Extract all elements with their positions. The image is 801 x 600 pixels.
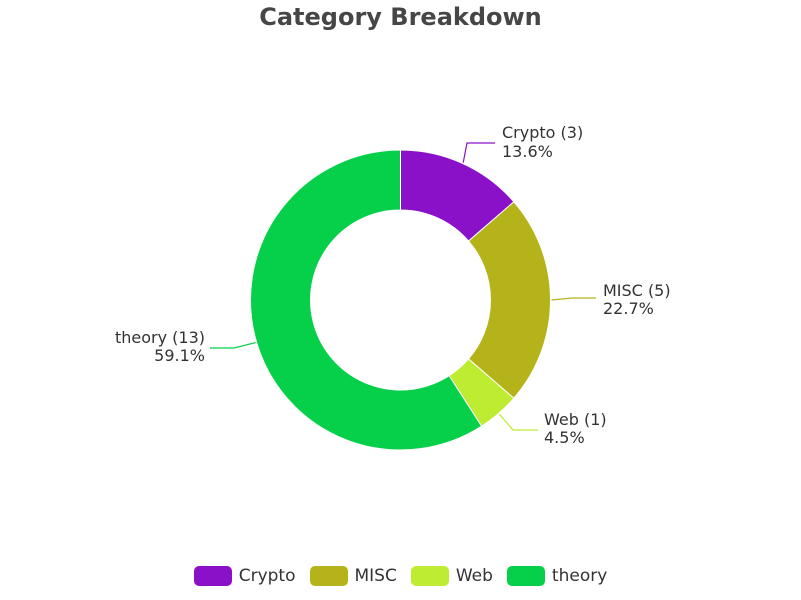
slice-misc[interactable] [467, 201, 551, 399]
leader-line-theory [210, 341, 256, 349]
legend-swatch [309, 566, 348, 586]
legend-label: Web [455, 566, 493, 586]
legend-label: Crypto [238, 566, 296, 586]
legend-item-web[interactable]: Web [410, 566, 493, 586]
slice-label-misc: MISC (5) [603, 281, 671, 300]
legend-swatch [410, 566, 449, 586]
slice-percent-web: 4.5% [544, 428, 585, 447]
label-leader-lines [210, 142, 596, 431]
legend-swatch [506, 566, 545, 586]
slice-percent-misc: 22.7% [603, 299, 654, 318]
legend-item-misc[interactable]: MISC [309, 566, 397, 586]
legend-label: theory [551, 566, 608, 586]
slice-labels: Crypto (3)13.6% MISC (5)22.7% Web (1)4.5% t… [115, 123, 671, 447]
slice-theory[interactable] [250, 149, 483, 451]
slice-label-web: Web (1) [544, 410, 607, 429]
legend-item-theory[interactable]: theory [506, 566, 608, 586]
donut-chart: Crypto (3)13.6% MISC (5)22.7% Web (1)4.5% t… [115, 123, 671, 451]
donut-slices [250, 149, 551, 451]
slice-percent-crypto: 13.6% [502, 142, 553, 161]
legend: Crypto MISC Web theory [0, 566, 801, 586]
slice-label-theory: theory (13) [115, 328, 205, 347]
leader-line-misc [551, 297, 596, 301]
leader-line-crypto [462, 142, 495, 163]
legend-swatch [193, 566, 232, 586]
legend-item-crypto[interactable]: Crypto [193, 566, 296, 586]
chart-title: Category Breakdown [259, 3, 542, 31]
legend-label: MISC [354, 566, 397, 586]
slice-percent-theory: 59.1% [154, 346, 205, 365]
leader-line-web [498, 413, 538, 431]
slice-label-crypto: Crypto (3) [502, 123, 583, 142]
